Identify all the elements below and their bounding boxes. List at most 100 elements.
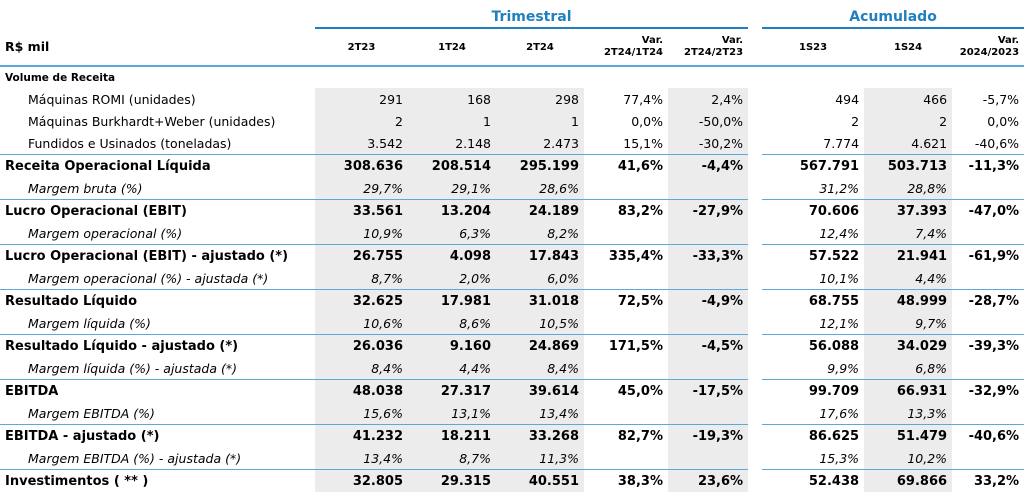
table-cell: -19,3% [668, 424, 749, 447]
row-label: Fundidos e Usinados (toneladas) [28, 135, 232, 151]
table-cell: 41.232 [315, 424, 408, 447]
table-cell: 40.551 [496, 469, 584, 492]
table-cell: 4,4% [864, 267, 953, 290]
table-cell: 51.479 [864, 424, 953, 447]
column-spacer [748, 5, 763, 28]
col-header-1s24: 1S24 [864, 28, 953, 67]
table-cell: 4,4% [408, 357, 496, 380]
column-spacer [748, 289, 763, 312]
column-header-row: R$ mil 2T23 1T24 2T24 Var. 2T24/1T24 Var.… [0, 28, 1024, 67]
col-header-1s23: 1S23 [762, 28, 865, 67]
table-cell: 2.473 [496, 132, 584, 155]
column-spacer [748, 267, 763, 290]
table-cell: 27.317 [408, 379, 496, 402]
table-cell [952, 447, 1024, 470]
column-spacer [748, 154, 763, 177]
table-cell: 41,6% [584, 154, 668, 177]
table-cell [668, 357, 749, 380]
table-row: Resultado Líquido 32.625 17.981 31.018 72,5%… [0, 289, 1024, 312]
table-cell: 13,3% [864, 402, 953, 425]
col-header-1t24: 1T24 [408, 28, 496, 67]
table-row: Margem operacional (%) 10,9% 6,3% 8,2% 12,4%… [0, 222, 1024, 245]
table-cell: 45,0% [584, 379, 668, 402]
col-header-var-2t24-2t23: Var. 2T24/2T23 [668, 28, 749, 67]
col-header-var-2t24-1t24: Var. 2T24/1T24 [584, 28, 668, 67]
table-cell: 29,7% [315, 177, 408, 200]
table-cell: 298 [496, 88, 584, 110]
table-cell: 9,9% [827, 360, 860, 376]
table-cell [952, 402, 1024, 425]
table-cell [584, 312, 668, 335]
table-cell: 15,3% [819, 450, 860, 466]
table-cell: 17.981 [408, 289, 496, 312]
table-cell [584, 177, 668, 200]
section-title: Volume de Receita [5, 71, 116, 84]
table-cell: 1 [496, 110, 584, 132]
table-row: EBITDA - ajustado (*) 41.232 18.211 33.268 8… [0, 424, 1024, 447]
table-cell: 2 [864, 110, 953, 132]
table-cell: -30,2% [668, 132, 749, 155]
table-cell: 295.199 [496, 154, 584, 177]
table-cell: 2.148 [408, 132, 496, 155]
table-cell: 7.774 [823, 135, 860, 151]
table-cell [668, 402, 749, 425]
table-cell: 32.625 [315, 289, 408, 312]
table-cell [952, 177, 1024, 200]
table-cell: 3.542 [315, 132, 408, 155]
table-cell: 33.561 [315, 199, 408, 222]
table-cell: 8,6% [408, 312, 496, 335]
row-label: Margem operacional (%) - ajustada (*) [28, 270, 269, 286]
row-label: Lucro Operacional (EBIT) - ajustado (*) [0, 244, 315, 267]
table-cell: 26.036 [315, 334, 408, 357]
table-cell: 13.204 [408, 199, 496, 222]
row-label: Margem EBITDA (%) - ajustada (*) [28, 450, 242, 466]
table-cell: 31.018 [496, 289, 584, 312]
col-header-2t23: 2T23 [315, 28, 408, 67]
column-spacer [748, 199, 763, 222]
table-cell: -32,9% [952, 379, 1024, 402]
table-cell: 0,0% [987, 113, 1020, 129]
table-cell: 6,8% [864, 357, 953, 380]
table-cell: 57.522 [762, 244, 865, 267]
column-spacer [748, 447, 763, 470]
table-cell: 9,7% [864, 312, 953, 335]
unit-label: R$ mil [0, 28, 315, 67]
table-row: Margem bruta (%) 29,7% 29,1% 28,6% 31,2% 28,8… [0, 177, 1024, 200]
table-cell: 28,8% [864, 177, 953, 200]
table-cell: 6,0% [496, 267, 584, 290]
table-cell: 66.931 [864, 379, 953, 402]
table-cell: 32.805 [315, 469, 408, 492]
table-cell: 18.211 [408, 424, 496, 447]
table-cell: 10,5% [496, 312, 584, 335]
table-cell: 466 [864, 88, 953, 110]
table-cell: 69.866 [864, 469, 953, 492]
table-cell: 2 [851, 113, 860, 129]
table-cell: 33,2% [952, 469, 1024, 492]
table-row: Margem líquida (%) - ajustada (*) 8,4% 4,4… [0, 357, 1024, 380]
table-cell: 8,4% [315, 357, 408, 380]
table-cell [952, 312, 1024, 335]
column-spacer [748, 402, 763, 425]
table-cell: 72,5% [584, 289, 668, 312]
group-header-row: Trimestral Acumulado [0, 5, 1024, 29]
table-cell: 0,0% [631, 113, 663, 129]
table-cell: 335,4% [584, 244, 668, 267]
table-cell: 208.514 [408, 154, 496, 177]
table-cell: 23,6% [668, 469, 749, 492]
table-cell: 10,9% [315, 222, 408, 245]
table-cell: 34.029 [864, 334, 953, 357]
table-cell [668, 312, 749, 335]
table-row: Máquinas ROMI (unidades) 291 168 298 77,4% 2,… [0, 88, 1024, 110]
table-row: Máquinas Burkhardt+Weber (unidades) 2 1 1 0,… [0, 110, 1024, 132]
table-cell: 28,6% [496, 177, 584, 200]
column-spacer [748, 88, 763, 110]
row-label: Lucro Operacional (EBIT) [0, 199, 315, 222]
table-cell: 168 [408, 88, 496, 110]
table-cell: -4,4% [668, 154, 749, 177]
table-cell [952, 357, 1024, 380]
table-cell [952, 222, 1024, 245]
table-cell: 99.709 [762, 379, 865, 402]
table-cell: 567.791 [762, 154, 865, 177]
table-row: Margem EBITDA (%) 15,6% 13,1% 13,4% 17,6% 13,… [0, 402, 1024, 425]
row-label: Margem EBITDA (%) [28, 405, 155, 421]
